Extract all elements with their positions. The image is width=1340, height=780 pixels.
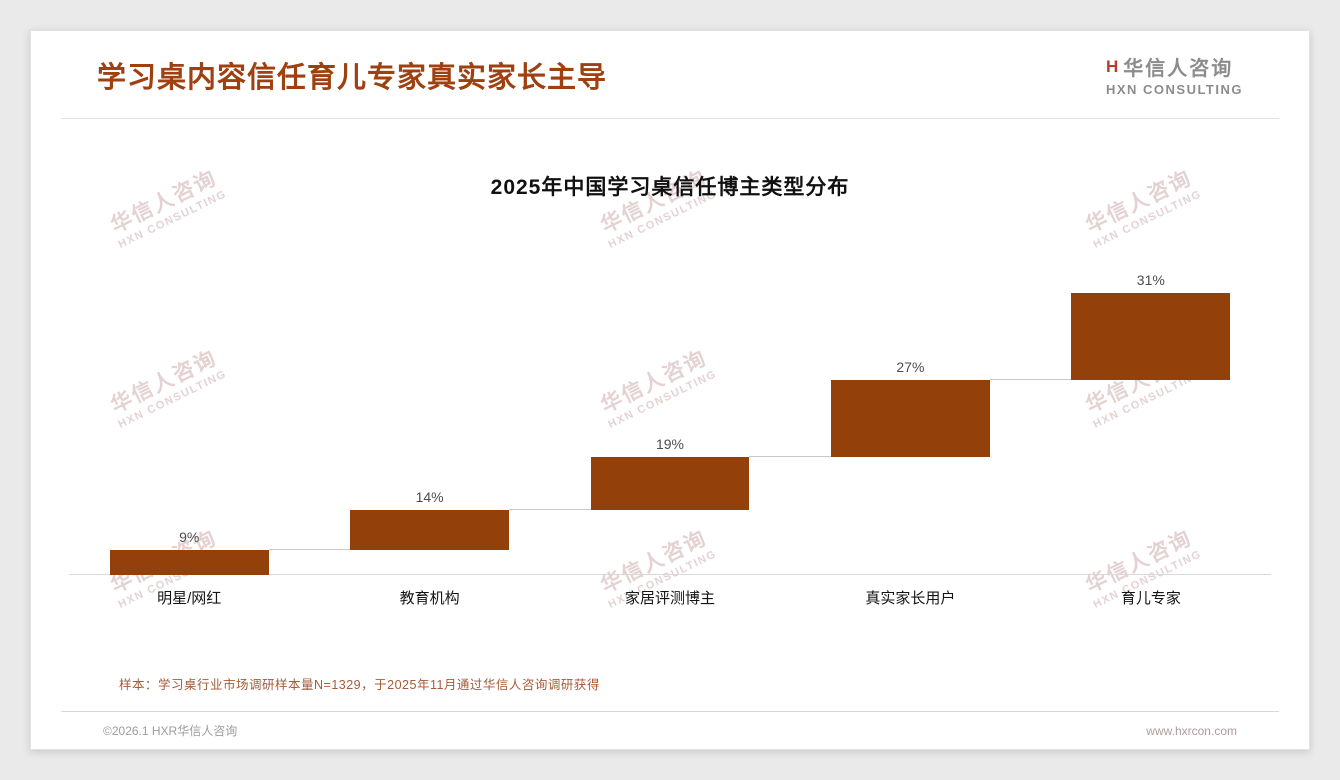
bar-value-label: 14% (415, 489, 444, 506)
bar-value-label: 19% (655, 435, 685, 452)
footer: ©2026.1 HXR华信人咨询 www.hxrcon.com (61, 711, 1279, 749)
header: 学习桌内容信任育儿专家真实家长主导 H 华信人咨询 HXN CONSULTING (61, 31, 1279, 119)
category-label: 育儿专家 (1120, 590, 1181, 607)
logo-row: H 华信人咨询 (1106, 52, 1243, 81)
bar-2 (590, 456, 750, 511)
bar-1 (350, 510, 509, 550)
source-note: 样本：学习桌行业市场调研样本量N=1329，于2025年11月通过华信人咨询调研… (119, 678, 600, 692)
connector-line (749, 455, 832, 457)
category-label: 教育机构 (399, 590, 460, 607)
slide-content: 学习桌内容信任育儿专家真实家长主导 H 华信人咨询 HXN CONSULTING… (31, 31, 1309, 749)
waterfall-plot: 9% 14% 19% 27% 31% (69, 259, 1271, 575)
footer-url: www.hxrcon.com (1146, 723, 1237, 738)
logo-name-en: HXN CONSULTING (1105, 82, 1243, 97)
bar-value-label: 9% (179, 528, 200, 545)
slide: 华信人咨询 HXN CONSULTING 华信人咨询 HXN CONSULTING 华信… (30, 30, 1310, 750)
logo-name-cn: 华信人咨询 (1123, 58, 1234, 80)
x-axis-line (69, 574, 1271, 575)
connector-line (508, 509, 591, 511)
category-label: 真实家长用户 (865, 590, 956, 607)
bar-4 (1071, 293, 1231, 381)
bar-value-label: 31% (1136, 272, 1165, 288)
bar-0 (109, 549, 269, 575)
company-logo: H 华信人咨询 HXN CONSULTING (1106, 52, 1243, 97)
chart-title: 2025年中国学习桌信任博主类型分布 (490, 176, 850, 199)
bar-value-label: 27% (896, 359, 925, 376)
bar-3 (831, 380, 990, 457)
x-axis-labels: 明星/网红 教育机构 家居评测博主 真实家长用户 育儿专家 (69, 587, 1271, 608)
connector-line (989, 379, 1072, 381)
logo-icon: H (1105, 57, 1119, 76)
footer-copyright: ©2026.1 HXR华信人咨询 (103, 724, 238, 738)
page-title: 学习桌内容信任育儿专家真实家长主导 (97, 61, 608, 94)
category-label: 明星/网红 (157, 590, 222, 607)
category-label: 家居评测博主 (625, 590, 716, 607)
connector-line (268, 548, 351, 550)
